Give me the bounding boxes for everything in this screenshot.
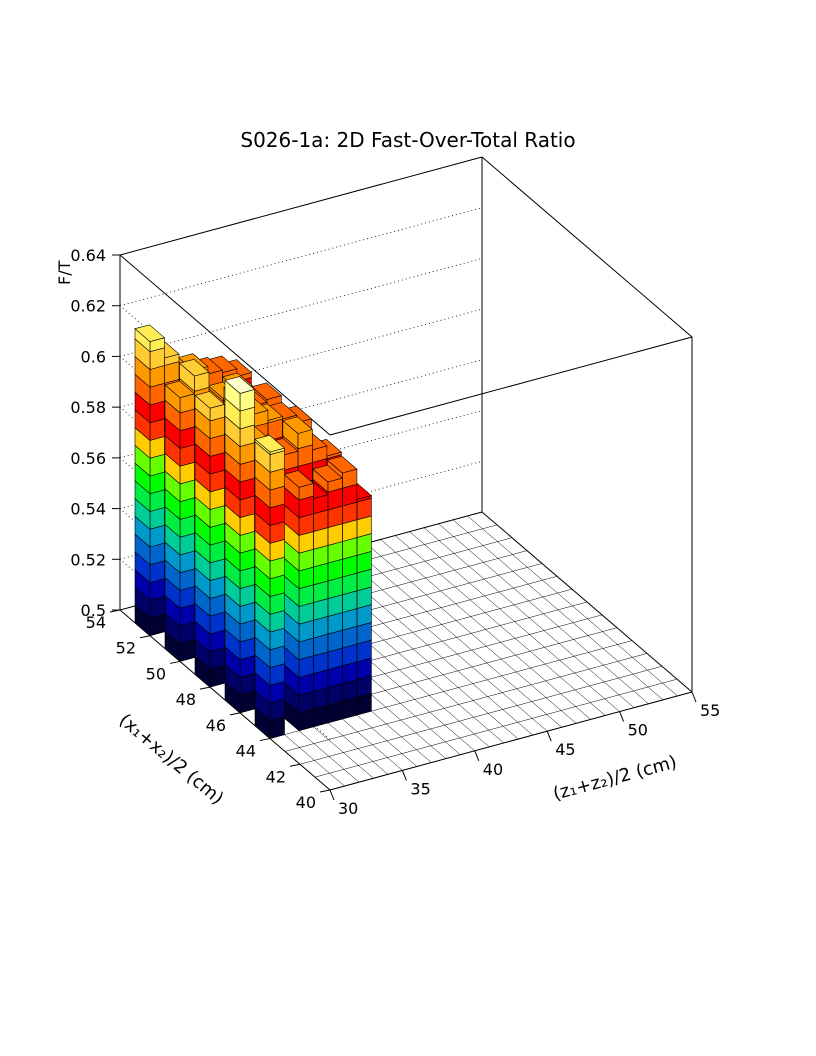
x-tick	[401, 770, 407, 781]
left-top-edge	[119, 254, 331, 436]
y-tick-label-5: 50	[146, 664, 166, 683]
y-tick-label-6: 52	[116, 639, 136, 658]
bar-face-top	[251, 382, 283, 400]
y-tick	[319, 789, 331, 793]
z-grid-back-6	[119, 207, 483, 307]
y-tick	[199, 686, 211, 690]
y-tick-label-3: 46	[206, 716, 226, 735]
z-grid-back-3	[119, 359, 483, 459]
bar-face-top	[134, 324, 166, 342]
y-tick	[259, 738, 271, 742]
z-tick-label-4: 0.58	[70, 398, 106, 417]
chart-title: S026-1a: 2D Fast-Over-Total Ratio	[240, 128, 576, 152]
bar-face-top	[224, 376, 256, 394]
y-tick	[169, 660, 181, 664]
x-axis-line	[329, 691, 693, 791]
bar-9	[283, 470, 315, 732]
y-tick	[139, 635, 151, 639]
back-top-edge	[119, 156, 483, 256]
y-axis-line	[119, 609, 331, 791]
x-tick	[329, 789, 335, 801]
bar-face-top	[283, 470, 315, 488]
floor-line-y	[299, 666, 663, 765]
z-grid-back-4	[119, 308, 483, 408]
bar-face-top	[178, 358, 210, 377]
grid-lines	[119, 207, 483, 740]
bar-face-top	[326, 455, 358, 474]
floor-line-y	[314, 678, 678, 778]
z-tick-label-1: 0.52	[70, 550, 106, 569]
x-tick-label-3: 45	[555, 740, 575, 759]
right-top-edge	[481, 156, 693, 338]
bars	[134, 324, 373, 740]
bar-0	[254, 434, 286, 740]
y-tick-label-1: 42	[266, 767, 286, 786]
bar-face-top	[164, 380, 196, 399]
z-grid-back-5	[119, 258, 483, 357]
z-tick-label-0: 0.5	[81, 601, 106, 620]
y-tick	[289, 763, 301, 767]
bar-face-top	[254, 434, 286, 453]
z-grid-back-2	[119, 410, 483, 509]
bar-face-top	[194, 391, 226, 409]
x-tick-label-0: 30	[338, 799, 358, 818]
x-axis-title: (z₁+z₂)/2 (cm)	[551, 752, 679, 805]
bar-4	[134, 324, 166, 637]
x-tick-label-5: 55	[700, 701, 720, 720]
z-tick-label-6: 0.62	[70, 297, 106, 316]
z-grid-back-1	[119, 460, 483, 560]
y-tick-label-2: 44	[236, 742, 256, 761]
y-tick-label-7: 54	[86, 613, 106, 632]
x-tick-label-4: 50	[628, 721, 648, 740]
x-tick-label-1: 35	[410, 779, 430, 798]
x-tick-label-2: 40	[483, 760, 503, 779]
y-tick-label-0: 40	[296, 793, 316, 812]
x-tick	[546, 731, 552, 742]
x-tick	[691, 691, 697, 703]
floor-line-y	[284, 653, 648, 752]
x-tick	[619, 711, 625, 722]
z-tick-label-7: 0.64	[70, 246, 106, 265]
z-axis-title: F/T	[55, 260, 74, 285]
y-tick-label-4: 48	[176, 690, 196, 709]
bar-2	[194, 391, 226, 688]
y-tick	[229, 712, 241, 716]
front-top-edge	[329, 336, 693, 436]
bar-3	[164, 380, 196, 663]
bar-face-top	[282, 416, 314, 434]
x-tick	[474, 750, 480, 761]
bar-face-top	[312, 464, 344, 483]
z-tick-label-3: 0.56	[70, 449, 106, 468]
z-tick-label-2: 0.54	[70, 500, 106, 519]
bar-1	[224, 376, 256, 714]
z-tick-label-5: 0.6	[81, 347, 106, 366]
